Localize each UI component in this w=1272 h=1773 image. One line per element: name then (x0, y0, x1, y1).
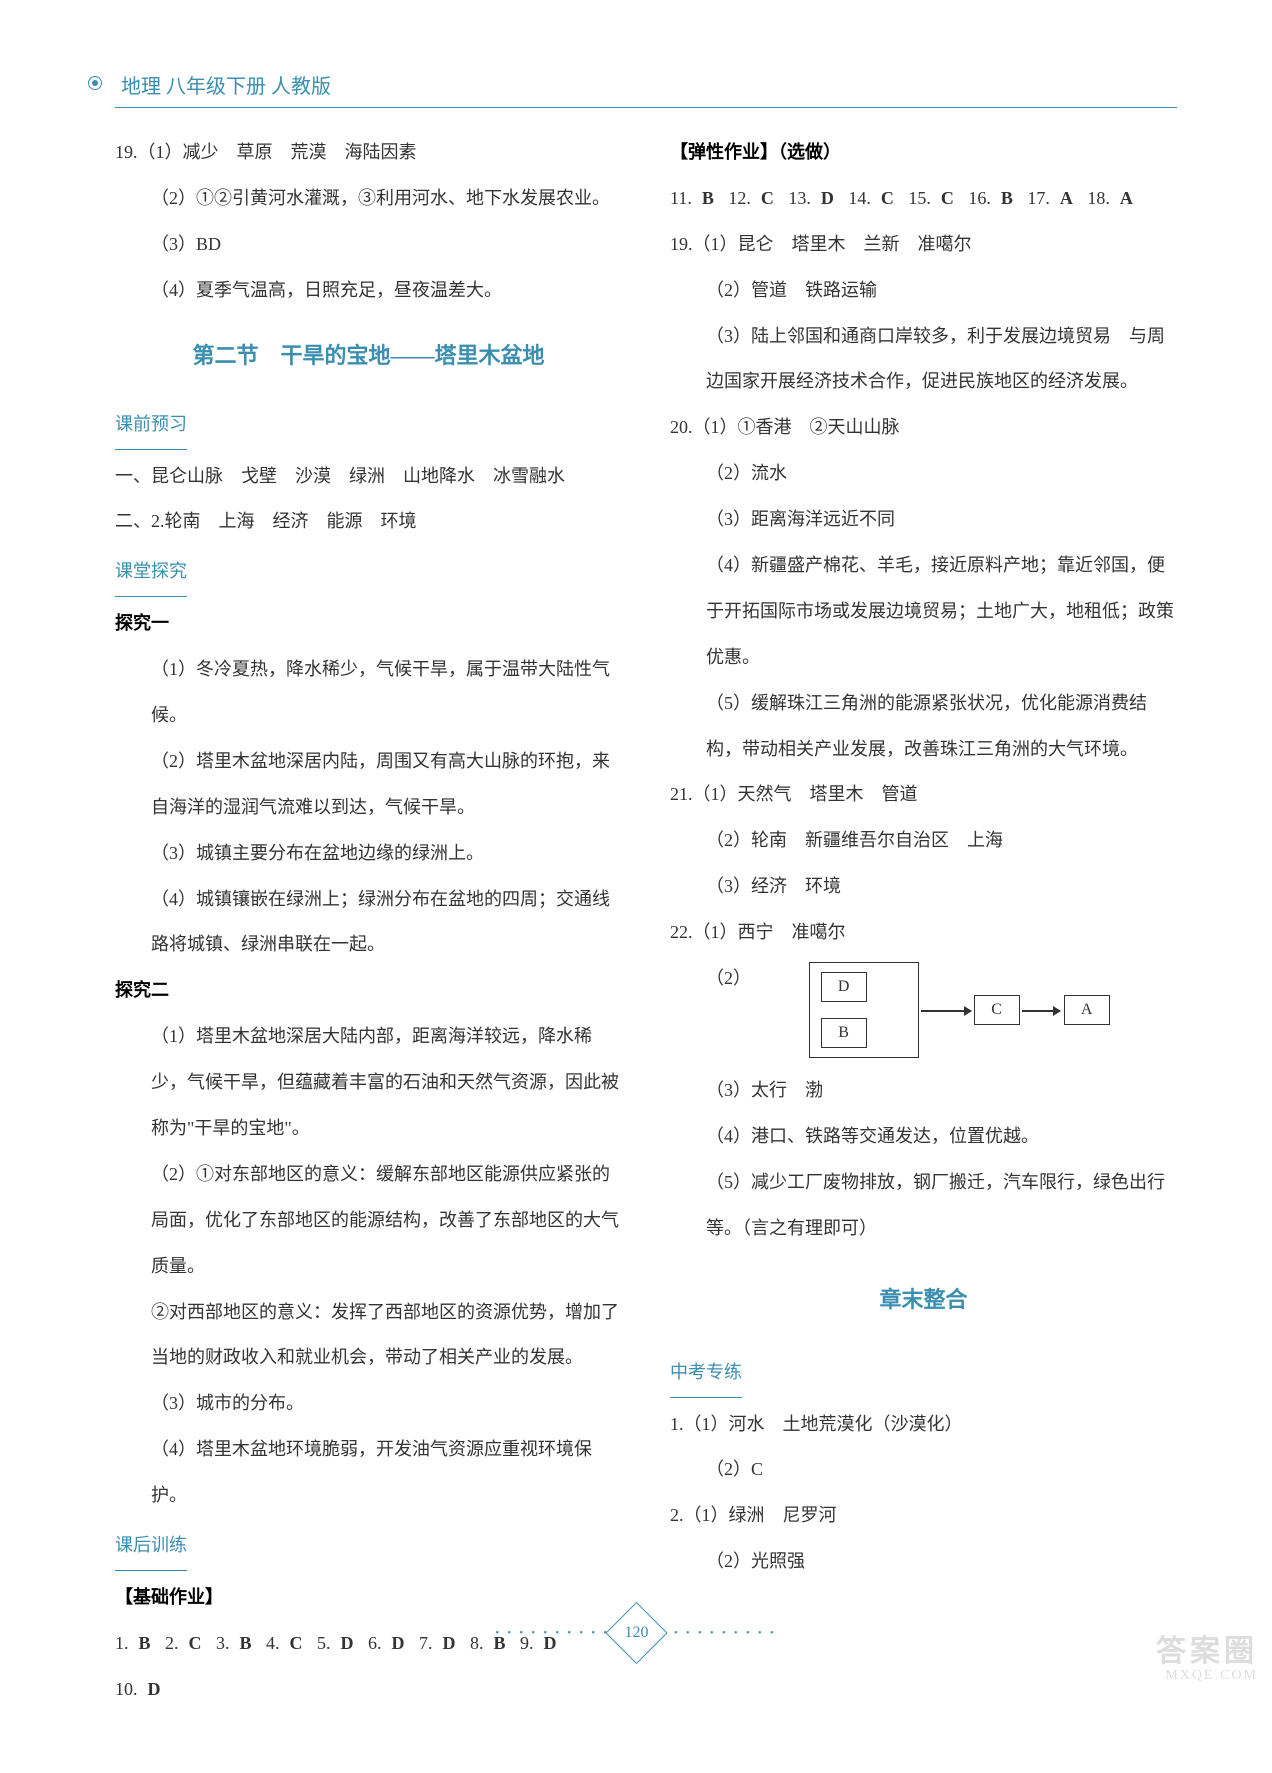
zk2-1: 2.（1）绿洲 尼罗河 (670, 1493, 1177, 1539)
r-q20-2: （2）流水 (670, 451, 1177, 497)
r-q22-2-row: （2） D B C A (670, 956, 1177, 1068)
zk1-1: 1.（1）河水 土地荒漠化（沙漠化） (670, 1402, 1177, 1448)
content-columns: 19.（1）减少 草原 荒漠 海陆因素 （2）①②引黄河水灌溉，③利用河水、地下… (115, 130, 1177, 1713)
flow-diagram: D B C A (809, 962, 1109, 1062)
explore-heading: 课堂探究 (115, 549, 187, 597)
ex2-2: （2）①对东部地区的意义：缓解东部地区能源供应紧张的局面，优化了东部地区的能源结… (115, 1152, 622, 1290)
mc-item: 6.D (368, 1633, 405, 1653)
mc-item: 17.A (1027, 188, 1073, 208)
page-number: • • • • • • • • • • 120 • • • • • • • • … (491, 1611, 780, 1655)
mc-item: 14.C (848, 188, 894, 208)
r-q22-4: （4）港口、铁路等交通发达，位置优越。 (670, 1114, 1177, 1160)
preview-heading: 课前预习 (115, 402, 187, 450)
mc-item: 5.D (317, 1633, 354, 1653)
arrow-icon (921, 1010, 971, 1012)
header-marker (88, 76, 102, 90)
left-column: 19.（1）减少 草原 荒漠 海陆因素 （2）①②引黄河水灌溉，③利用河水、地下… (115, 130, 622, 1713)
diagram-box-a: A (1064, 995, 1110, 1025)
zk2-2: （2）光照强 (670, 1539, 1177, 1585)
r-q19-3: （3）陆上邻国和通商口岸较多，利于发展边境贸易 与周边国家开展经济技术合作，促进… (670, 314, 1177, 406)
page-header: 地理 八年级下册 人教版 (115, 70, 1177, 108)
page-number-diamond: 120 (605, 1602, 667, 1664)
mc-item: 4.C (266, 1633, 303, 1653)
r-q22-1: 22.（1）西宁 准噶尔 (670, 910, 1177, 956)
r-q21-2: （2）轮南 新疆维吾尔自治区 上海 (670, 818, 1177, 864)
mc-item: 2.C (165, 1633, 202, 1653)
r-q20-4: （4）新疆盛产棉花、羊毛，接近原料产地；靠近邻国，便于开拓国际市场或发展边境贸易… (670, 543, 1177, 681)
r-q19-2: （2）管道 铁路运输 (670, 268, 1177, 314)
q19-2: （2）①②引黄河水灌溉，③利用河水、地下水发展农业。 (115, 176, 622, 222)
r-q20-5: （5）缓解珠江三角洲的能源紧张状况，优化能源消费结构，带动相关产业发展，改善珠江… (670, 681, 1177, 773)
train-heading: 课后训练 (115, 1523, 187, 1571)
explore1-title: 探究一 (115, 601, 622, 647)
r-q22-5: （5）减少工厂废物排放，钢厂搬迁，汽车限行，绿色出行等。（言之有理即可） (670, 1160, 1177, 1252)
r-q20-1: 20.（1）①香港 ②天山山脉 (670, 405, 1177, 451)
mc-item: 3.B (216, 1633, 252, 1653)
mc-item: 12.C (728, 188, 774, 208)
dots-icon: • • • • • • • • • • (662, 1628, 777, 1639)
r-q20-3: （3）距离海洋远近不同 (670, 497, 1177, 543)
ex1-1: （1）冬冷夏热，降水稀少，气候干旱，属于温带大陆性气候。 (115, 647, 622, 739)
zk1-2: （2）C (670, 1447, 1177, 1493)
ex1-3: （3）城镇主要分布在盆地边缘的绿洲上。 (115, 831, 622, 877)
watermark-url: MXQE.COM (1156, 1668, 1258, 1683)
mc-item: 15.C (908, 188, 954, 208)
ex2-3: ②对西部地区的意义：发挥了西部地区的资源优势，增加了当地的财政收入和就业机会，带… (115, 1290, 622, 1382)
q19-3: （3）BD (115, 222, 622, 268)
r-q22-2pre: （2） (670, 956, 751, 1002)
mc-item: 16.B (968, 188, 1013, 208)
preview-1: 一、昆仑山脉 戈壁 沙漠 绿洲 山地降水 冰雪融水 (115, 454, 622, 500)
explore2-title: 探究二 (115, 968, 622, 1014)
ex2-4: （3）城市的分布。 (115, 1381, 622, 1427)
arrow-icon (1022, 1010, 1060, 1012)
chapter-title: 章末整合 (670, 1272, 1177, 1328)
mc-item: 13.D (788, 188, 834, 208)
right-column: 【弹性作业】（选做） 11.B 12.C 13.D 14.C 15.C 16.B… (670, 130, 1177, 1713)
watermark-title: 答案圈 (1156, 1635, 1258, 1668)
q19-1: 19.（1）减少 草原 荒漠 海陆因素 (115, 130, 622, 176)
section-title: 第二节 干旱的宝地——塔里木盆地 (115, 328, 622, 384)
q19-4: （4）夏季气温高，日照充足，昼夜温差大。 (115, 268, 622, 314)
watermark: 答案圈 MXQE.COM (1156, 1635, 1258, 1683)
preview-2: 二、2.轮南 上海 经济 能源 环境 (115, 499, 622, 545)
zk-heading: 中考专练 (670, 1350, 742, 1398)
ex2-1: （1）塔里木盆地深居大陆内部，距离海洋较远，降水稀少，气候干旱，但蕴藏着丰富的石… (115, 1014, 622, 1152)
mc-item: 11.B (670, 188, 714, 208)
mc-item: 1.B (115, 1633, 151, 1653)
dots-icon: • • • • • • • • • • (495, 1628, 610, 1639)
ex2-5: （4）塔里木盆地环境脆弱，开发油气资源应重视环境保护。 (115, 1427, 622, 1519)
diagram-box-b: B (821, 1018, 867, 1048)
right-mc-row: 11.B 12.C 13.D 14.C 15.C 16.B 17.A 18.A (670, 176, 1177, 222)
r-q21-3: （3）经济 环境 (670, 864, 1177, 910)
mc-item: 10.D (115, 1679, 161, 1699)
ex1-2: （2）塔里木盆地深居内陆，周围又有高大山脉的环抱，来自海洋的湿润气流难以到达，气… (115, 739, 622, 831)
diagram-box-d: D (821, 972, 867, 1002)
mc-item: 7.D (419, 1633, 456, 1653)
elastic-label: 【弹性作业】（选做） (670, 130, 1177, 176)
r-q21-1: 21.（1）天然气 塔里木 管道 (670, 772, 1177, 818)
diagram-box-c: C (974, 995, 1020, 1025)
r-q19-1: 19.（1）昆仑 塔里木 兰新 准噶尔 (670, 222, 1177, 268)
ex1-4: （4）城镇镶嵌在绿洲上；绿洲分布在盆地的四周；交通线路将城镇、绿洲串联在一起。 (115, 877, 622, 969)
page: 地理 八年级下册 人教版 19.（1）减少 草原 荒漠 海陆因素 （2）①②引黄… (0, 0, 1272, 1773)
r-q22-3: （3）太行 渤 (670, 1068, 1177, 1114)
mc-item: 18.A (1087, 188, 1133, 208)
